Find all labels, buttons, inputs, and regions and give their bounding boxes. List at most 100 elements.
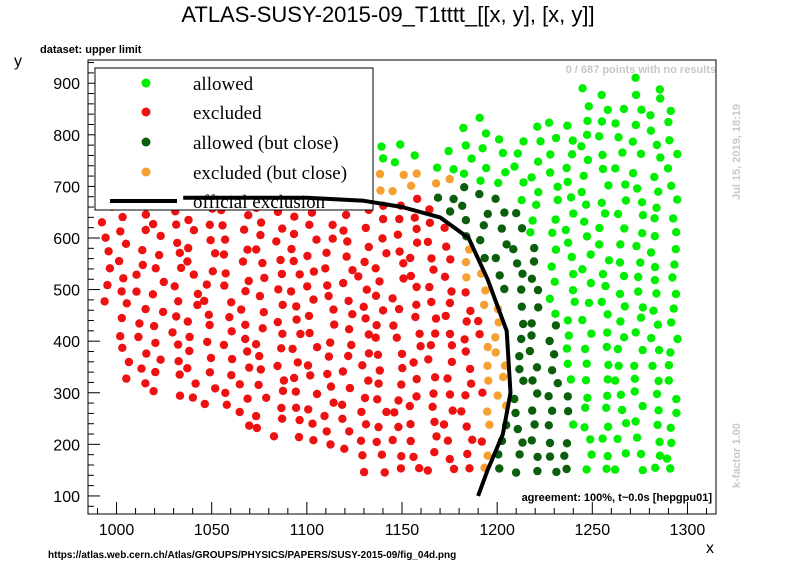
point-allowed [616, 390, 626, 399]
point-excluded [394, 422, 403, 432]
point-allowed [669, 304, 678, 313]
point-excluded [101, 233, 110, 242]
point-allowed [481, 129, 491, 138]
point-excluded [389, 321, 398, 330]
point-excluded [175, 248, 184, 258]
point-excluded [360, 393, 370, 403]
point-excluded [362, 285, 371, 294]
point-allowed-close [533, 452, 542, 462]
point-excluded-close [412, 169, 421, 178]
point-excluded-close [499, 372, 508, 382]
point-excluded [132, 270, 141, 279]
point-excluded [154, 250, 164, 260]
point-allowed [547, 262, 556, 271]
point-allowed-close [527, 331, 536, 340]
point-excluded [219, 250, 229, 259]
point-excluded [461, 391, 470, 400]
point-allowed-close [527, 319, 536, 328]
point-excluded [191, 379, 200, 388]
point-allowed [651, 463, 660, 472]
point-allowed [628, 137, 637, 146]
point-excluded [227, 298, 236, 307]
point-allowed [581, 200, 591, 209]
point-allowed [664, 361, 674, 370]
point-excluded [262, 393, 271, 402]
point-excluded [446, 255, 455, 264]
point-excluded [445, 390, 455, 399]
point-excluded [252, 245, 261, 254]
point-excluded [320, 411, 329, 421]
point-excluded [218, 221, 227, 230]
point-allowed [617, 405, 627, 415]
y-tick-label: 400 [53, 334, 80, 351]
point-allowed-close [511, 468, 521, 477]
point-allowed [519, 178, 528, 187]
point-excluded [449, 464, 459, 474]
point-allowed [583, 116, 592, 126]
point-excluded [338, 367, 348, 376]
point-excluded [397, 380, 406, 389]
point-allowed [646, 126, 656, 135]
point-excluded [360, 257, 369, 267]
point-excluded [364, 242, 373, 252]
point-allowed [432, 163, 442, 172]
point-excluded [380, 468, 389, 477]
legend-label-official: official exclusion [193, 192, 326, 213]
point-excluded [443, 436, 453, 445]
axis-ticks: 1000 1050 1100 1150 1200 1250 1300 100 200 300 400… [53, 62, 707, 539]
point-allowed-close [563, 407, 573, 416]
point-allowed [650, 275, 660, 285]
point-excluded [361, 314, 370, 323]
point-allowed-close [449, 194, 458, 204]
point-allowed [638, 211, 648, 220]
point-allowed [621, 449, 630, 458]
point-excluded [406, 253, 415, 263]
point-excluded [308, 419, 317, 428]
point-excluded [193, 289, 203, 299]
point-excluded [293, 358, 302, 367]
x-tick-label: 1000 [99, 522, 135, 539]
point-excluded [200, 296, 209, 306]
point-allowed [562, 344, 572, 353]
point-excluded [294, 432, 304, 442]
point-excluded [243, 347, 252, 356]
point-excluded-close [483, 451, 492, 460]
point-excluded [220, 281, 229, 290]
point-excluded [241, 334, 250, 344]
point-excluded [399, 259, 408, 268]
point-allowed-close [502, 240, 511, 249]
point-excluded [398, 363, 407, 373]
point-allowed [614, 361, 623, 371]
point-excluded [200, 399, 209, 409]
x-axis-label: x [706, 540, 714, 557]
point-excluded [273, 317, 282, 327]
point-allowed-close [529, 257, 539, 266]
point-excluded [432, 432, 441, 441]
point-excluded [172, 220, 181, 229]
point-excluded [462, 422, 471, 431]
legend-label-allowed: allowed [193, 74, 254, 95]
point-allowed [562, 163, 571, 173]
x-tick-label: 1100 [290, 522, 325, 539]
point-allowed [613, 344, 623, 354]
point-allowed [652, 140, 662, 150]
point-excluded [463, 449, 472, 459]
point-excluded [440, 223, 449, 232]
point-allowed [650, 214, 659, 223]
point-excluded [292, 302, 301, 311]
point-excluded [122, 299, 131, 308]
point-allowed [390, 158, 400, 167]
point-excluded [394, 304, 404, 314]
point-excluded [185, 346, 194, 356]
point-excluded [170, 282, 179, 291]
point-allowed [654, 376, 663, 386]
point-excluded [321, 264, 330, 273]
point-excluded-close [399, 170, 408, 180]
point-excluded [427, 254, 436, 263]
point-excluded [359, 467, 369, 477]
point-allowed [579, 171, 588, 180]
point-allowed [548, 228, 557, 237]
point-excluded [304, 405, 313, 414]
point-excluded [305, 328, 314, 338]
point-excluded [211, 384, 220, 393]
